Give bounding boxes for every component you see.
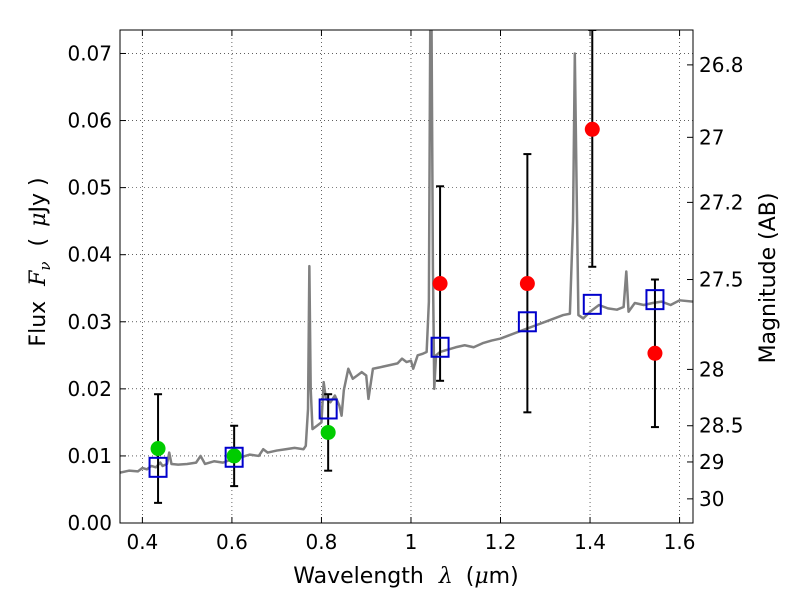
y-axis-label-text: Flux <box>26 301 51 347</box>
model-square-point <box>645 289 665 311</box>
x-tick-label: 1.2 <box>485 530 517 554</box>
spectrum-layer <box>120 30 693 474</box>
x-axis-label-symbol: λ <box>438 564 453 589</box>
y2-axis-label: Magnitude (AB) <box>756 193 781 364</box>
y-axis-label-unit-mu: μ <box>26 213 51 227</box>
spectrum-line <box>120 30 693 474</box>
red-data-point <box>432 276 448 292</box>
model-square-point <box>224 446 244 468</box>
model-square-point <box>517 311 537 333</box>
y-axis-label: Flux Fν ( μJy ) <box>26 177 56 346</box>
y2-tick-label: 30 <box>699 487 724 511</box>
red-data-point <box>647 345 663 361</box>
y-tick-label: 0.05 <box>67 176 112 200</box>
y2-tick-label: 26.8 <box>699 53 744 77</box>
grid-lines <box>120 30 693 524</box>
y2-tick-label: 29 <box>699 450 724 474</box>
y-tick-label: 0.03 <box>67 310 112 334</box>
x-tick-label: 0.4 <box>126 530 158 554</box>
y2-tick-label: 28 <box>699 357 724 381</box>
y2-tick-label: 28.5 <box>699 414 744 438</box>
y2-tick-label: 27.5 <box>699 268 744 292</box>
tick-labels: 0.4 0.6 0.8 1 1.2 1.4 1.6 0.00 0.01 0.02 0.03 0.04 0… <box>67 41 743 554</box>
y-tick-label: 0.07 <box>67 41 112 65</box>
model-square-point <box>430 336 450 358</box>
x-tick-label: 0.6 <box>216 530 248 554</box>
x-axis-label-text: Wavelength <box>293 564 424 589</box>
x-axis-label-unit-mu: μ <box>474 564 488 589</box>
model-square-point <box>582 293 602 315</box>
green-data-point <box>150 441 166 457</box>
y2-tick-label: 27.2 <box>699 190 744 214</box>
y-tick-label: 0.04 <box>67 243 112 267</box>
red-data-point <box>519 276 535 292</box>
x-axis-label-unit-open: ( <box>466 564 475 589</box>
y-tick-label: 0.01 <box>67 444 112 468</box>
y-axis-label-unit-close: Jy ) <box>26 177 51 214</box>
axis-ticks <box>120 30 693 524</box>
plot-frame <box>119 29 694 524</box>
x-tick-label: 1 <box>405 530 418 554</box>
y2-tick-label: 27 <box>699 125 724 149</box>
y-tick-label: 0.00 <box>67 511 112 535</box>
marker-layer <box>148 121 665 478</box>
x-tick-label: 1.6 <box>664 530 696 554</box>
red-data-point <box>584 121 600 137</box>
green-data-point <box>320 424 336 440</box>
model-square-point <box>318 398 338 420</box>
y-axis-label-sub: ν <box>36 261 54 270</box>
y-axis-label-symbol: F <box>26 270 51 287</box>
x-tick-label: 0.8 <box>306 530 338 554</box>
green-data-point <box>226 448 242 464</box>
error-bar-layer <box>154 30 659 504</box>
x-axis-label-unit-close: m) <box>489 564 519 589</box>
y-tick-label: 0.02 <box>67 377 112 401</box>
y-axis-label-unit-open: ( <box>26 238 51 247</box>
model-square-point <box>148 456 168 478</box>
x-axis-label: Wavelength λ (μm) <box>293 564 518 589</box>
y-tick-label: 0.06 <box>67 109 112 133</box>
x-tick-label: 1.4 <box>574 530 606 554</box>
